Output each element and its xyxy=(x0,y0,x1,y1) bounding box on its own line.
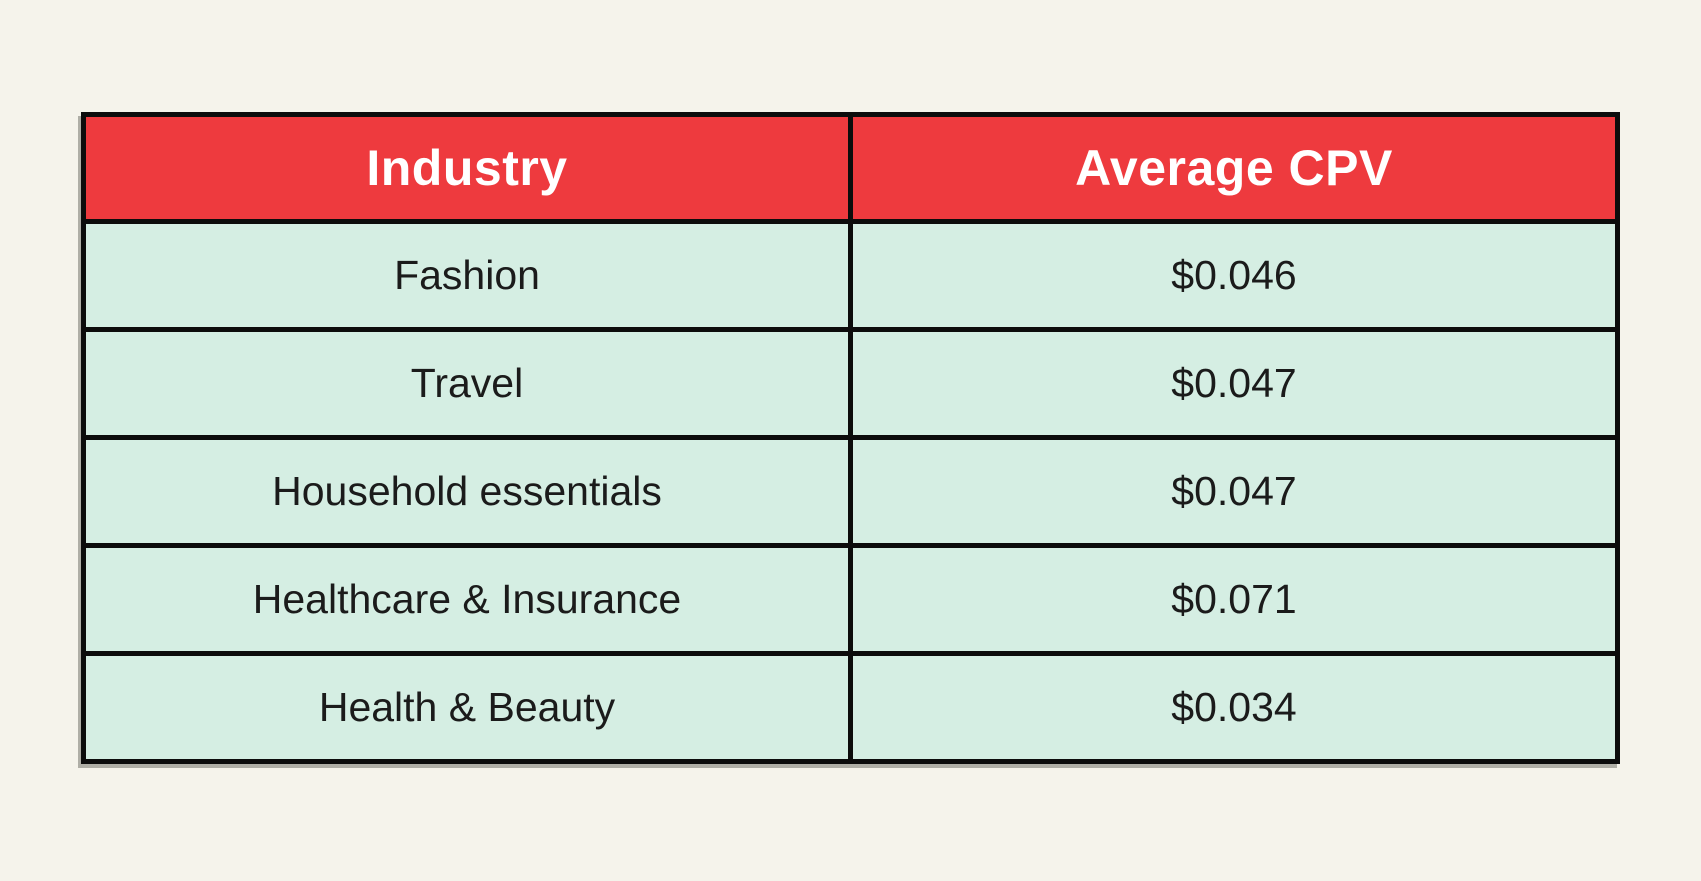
industry-cell: Healthcare & Insurance xyxy=(81,543,853,656)
industry-cell: Travel xyxy=(81,327,853,440)
column-header-industry: Industry xyxy=(81,112,853,224)
table-row: Health & Beauty $0.034 xyxy=(81,651,1620,764)
table-row: Fashion $0.046 xyxy=(81,219,1620,332)
average-cpv-cell: $0.047 xyxy=(848,435,1620,548)
average-cpv-cell: $0.034 xyxy=(848,651,1620,764)
column-header-average-cpv: Average CPV xyxy=(848,112,1620,224)
average-cpv-cell: $0.047 xyxy=(848,327,1620,440)
industry-cell: Health & Beauty xyxy=(81,651,853,764)
industry-cell: Household essentials xyxy=(81,435,853,548)
industry-cell: Fashion xyxy=(81,219,853,332)
average-cpv-cell: $0.046 xyxy=(848,219,1620,332)
table-row: Household essentials $0.047 xyxy=(81,435,1620,548)
header-row: Industry Average CPV xyxy=(81,112,1620,224)
table-row: Healthcare & Insurance $0.071 xyxy=(81,543,1620,656)
average-cpv-cell: $0.071 xyxy=(848,543,1620,656)
average-cpv-table: Industry Average CPV Fashion $0.046 Travel… xyxy=(81,112,1620,764)
table-row: Travel $0.047 xyxy=(81,327,1620,440)
